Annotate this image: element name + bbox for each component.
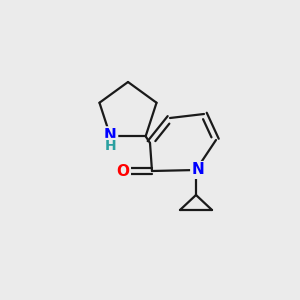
Text: N: N xyxy=(192,163,204,178)
Text: O: O xyxy=(116,164,130,178)
Text: N: N xyxy=(104,128,117,143)
Text: H: H xyxy=(105,139,116,153)
